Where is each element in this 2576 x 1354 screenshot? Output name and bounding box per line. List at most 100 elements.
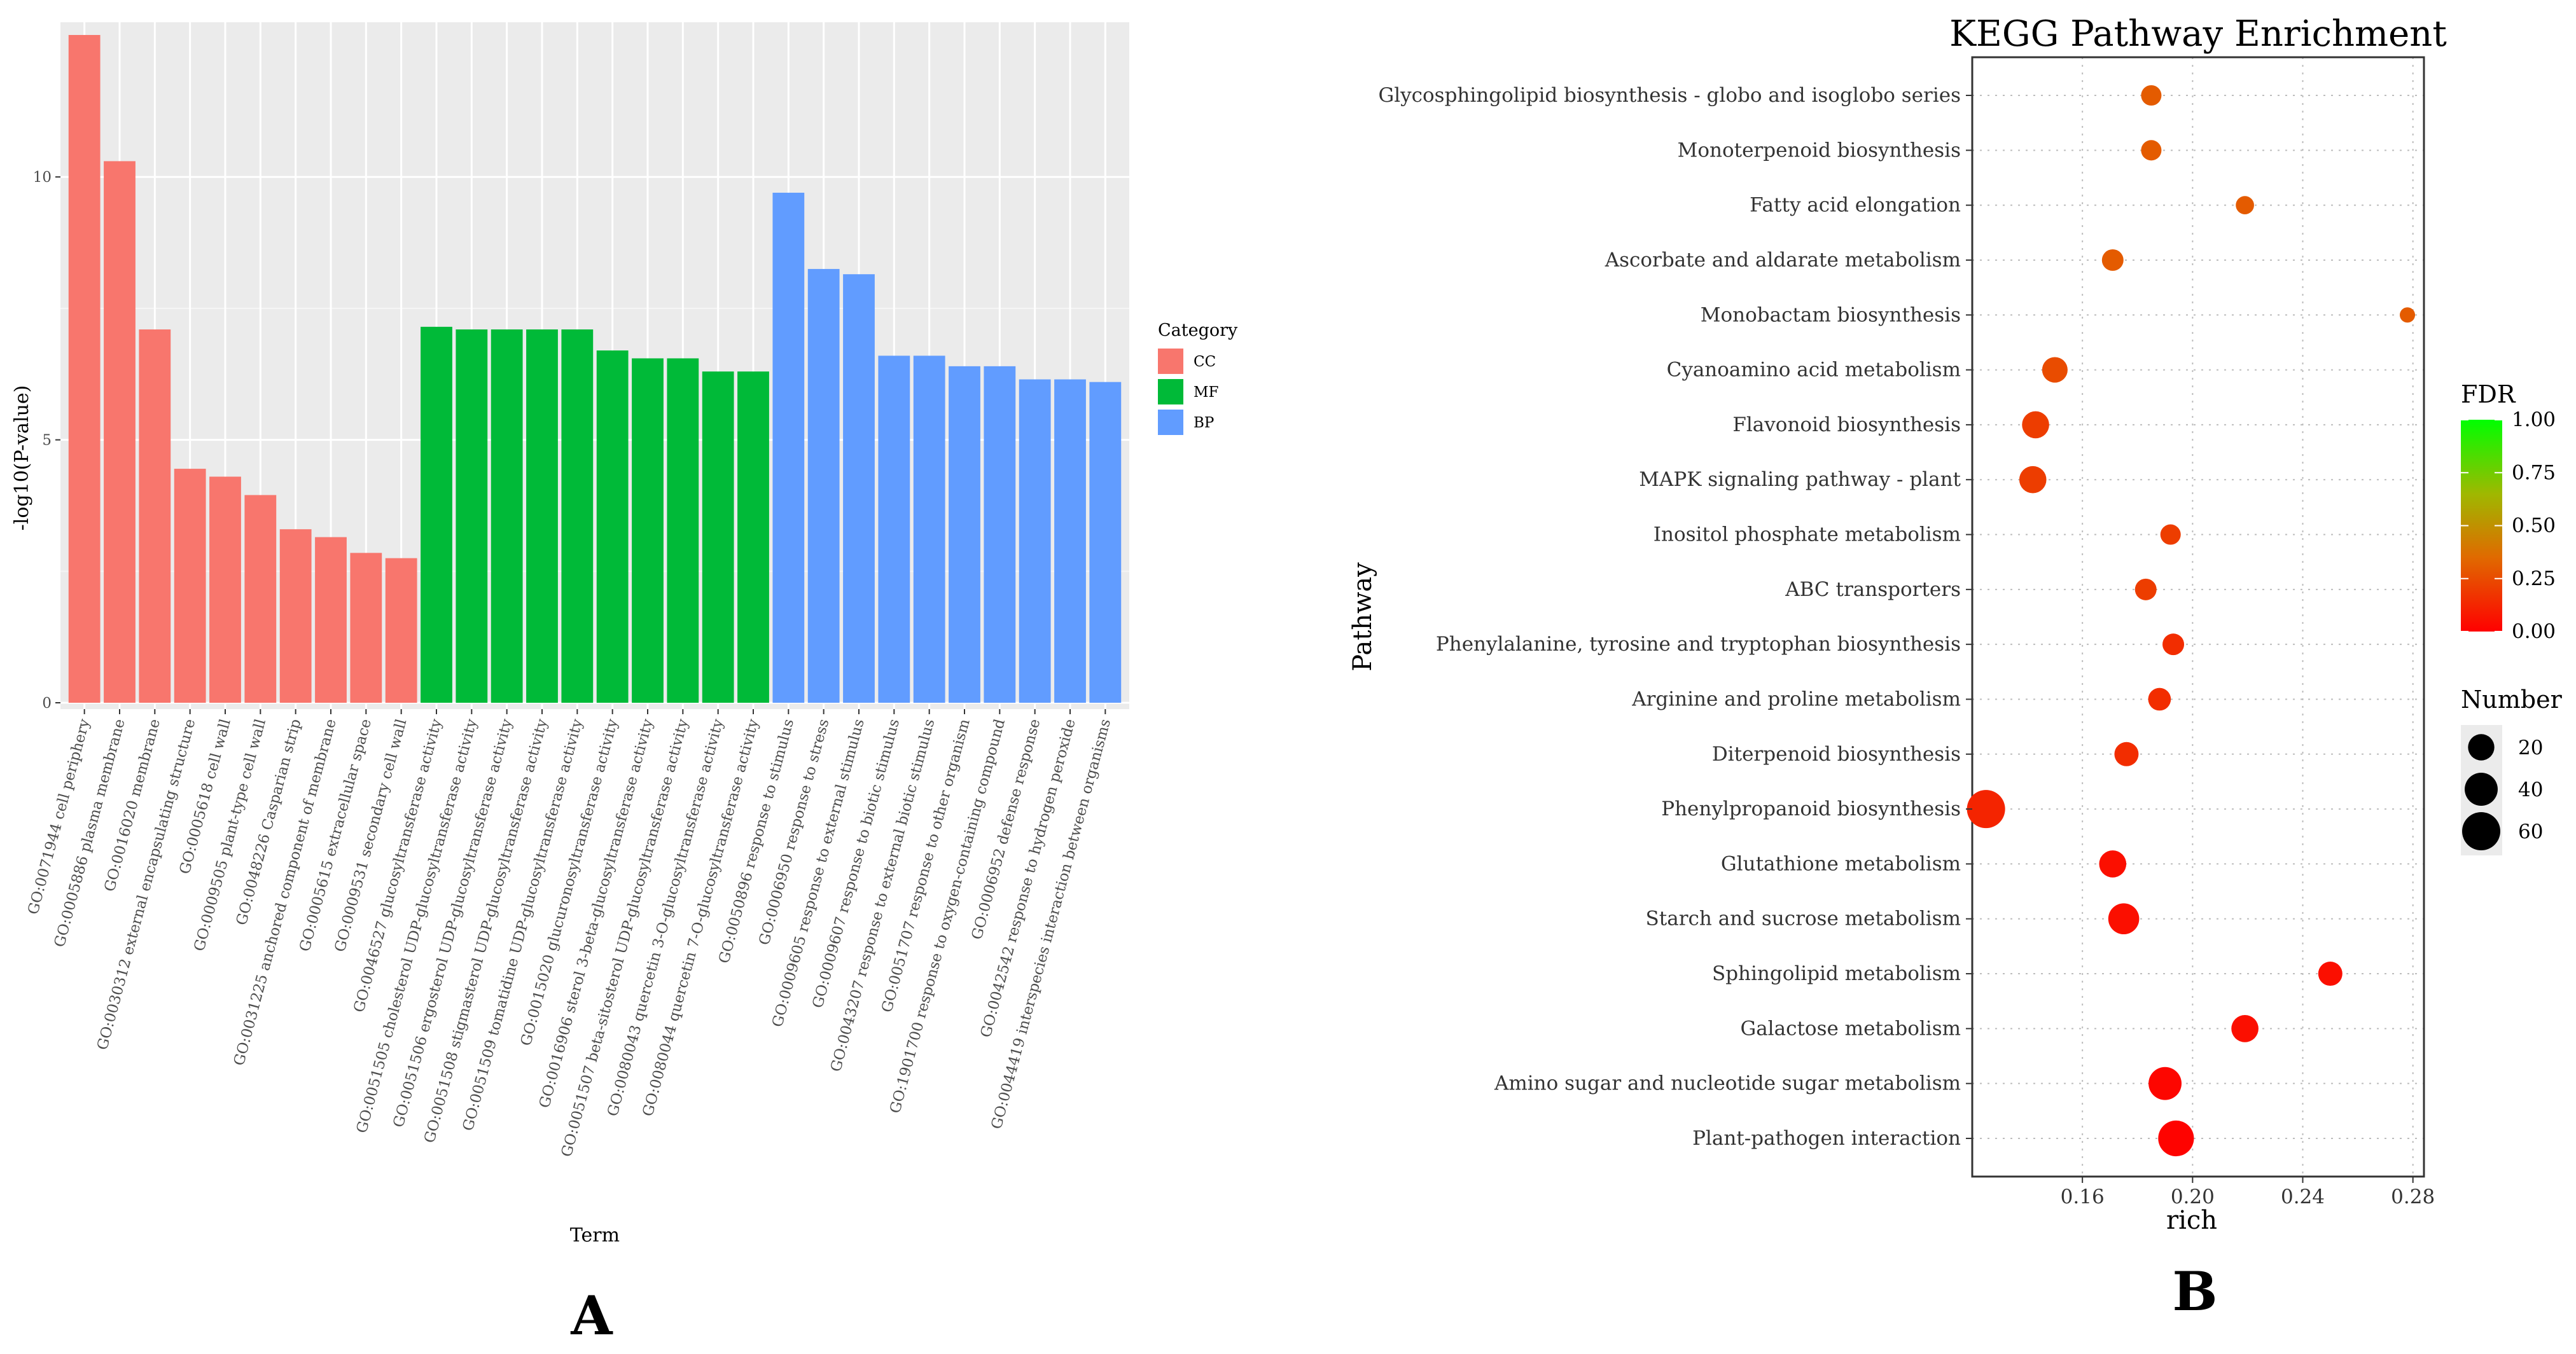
bar-mf xyxy=(667,358,699,703)
kegg-pathway-label: ABC transporters xyxy=(1785,578,1961,601)
kegg-dot xyxy=(2231,1015,2259,1042)
kegg-dot xyxy=(2400,307,2416,323)
kegg-size-legend-label: 40 xyxy=(2518,778,2543,801)
kegg-x-tick-label: 0.24 xyxy=(2281,1185,2325,1208)
kegg-number-legend: Number 20 40 60 xyxy=(2461,686,2563,855)
bar-mf xyxy=(491,329,523,703)
bar-bp xyxy=(878,356,910,703)
kegg-plot-frame xyxy=(1971,56,2425,1178)
bar-chart-y-axis-title: -log10(P-value) xyxy=(11,385,33,531)
kegg-dot xyxy=(2108,903,2140,935)
y-tick-label: 10 xyxy=(33,169,52,186)
kegg-size-legend-dot xyxy=(2468,734,2495,761)
kegg-dot xyxy=(2141,140,2162,161)
bar-bp xyxy=(913,356,945,703)
kegg-dot xyxy=(2134,578,2157,600)
bar-chart-y-ticks: 0 5 10 xyxy=(33,169,60,712)
kegg-pathway-label: Phenylpropanoid biosynthesis xyxy=(1661,798,1961,820)
kegg-dot xyxy=(2114,742,2139,766)
kegg-pathway-label: Plant-pathogen interaction xyxy=(1692,1127,1961,1150)
bar-cc xyxy=(385,558,417,703)
bar-bp xyxy=(949,366,980,703)
kegg-dot xyxy=(2236,196,2254,214)
y-tick-label: 0 xyxy=(42,695,52,712)
kegg-pathway-label: Diterpenoid biosynthesis xyxy=(1712,743,1961,766)
kegg-size-legend-label: 60 xyxy=(2518,820,2543,843)
kegg-fdr-legend-title: FDR xyxy=(2461,380,2516,408)
x-tick-label: GO:0048226 Casparian strip xyxy=(233,717,305,927)
bar-chart-x-axis-title: Term xyxy=(570,1224,620,1247)
bar-cc xyxy=(209,476,241,703)
kegg-dot xyxy=(2148,687,2171,711)
kegg-dot xyxy=(2162,633,2185,656)
kegg-x-ticks: 0.16 0.20 0.24 0.28 xyxy=(2061,1177,2435,1208)
bar-mf xyxy=(702,371,734,703)
kegg-y-axis-title: Pathway xyxy=(1348,562,1377,672)
legend-label-bp: BP xyxy=(1194,415,1214,431)
bar-mf xyxy=(596,350,629,703)
kegg-dot xyxy=(2101,249,2124,271)
legend-label-mf: MF xyxy=(1194,384,1219,401)
kegg-pathway-label: Ascorbate and aldarate metabolism xyxy=(1605,249,1961,272)
bar-bp xyxy=(772,193,805,703)
kegg-pathway-label: Arginine and proline metabolism xyxy=(1631,687,1961,710)
kegg-fdr-tick-label: 1.00 xyxy=(2512,408,2556,431)
bar-bp xyxy=(984,366,1016,703)
kegg-pathway-label: Glutathione metabolism xyxy=(1721,852,1961,875)
kegg-dot xyxy=(2158,1120,2194,1157)
bar-mf xyxy=(632,358,664,703)
kegg-dot xyxy=(2022,411,2049,439)
bar-bp xyxy=(1019,379,1051,703)
bar-mf xyxy=(561,329,594,703)
y-tick-label: 5 xyxy=(42,432,52,449)
kegg-size-legend-label: 20 xyxy=(2518,736,2543,759)
bar-bp xyxy=(843,274,875,703)
bar-mf xyxy=(456,329,488,703)
bar-cc xyxy=(68,35,101,703)
panel-label-a: A xyxy=(570,1284,613,1347)
kegg-chart-title: KEGG Pathway Enrichment xyxy=(1949,13,2447,55)
kegg-pathway-label: Galactose metabolism xyxy=(1740,1017,1961,1040)
kegg-number-legend-title: Number xyxy=(2461,686,2563,714)
bar-mf xyxy=(526,329,558,703)
kegg-fdr-legend: FDR 1.00 0.75 0.50 0.25 0.00 xyxy=(2461,380,2556,643)
legend-label-cc: CC xyxy=(1194,354,1216,370)
bar-bp xyxy=(807,268,840,703)
kegg-fdr-tick-label: 0.75 xyxy=(2512,461,2556,484)
kegg-pathway-dot-plot: KEGG Pathway Enrichment Glycosphingolipi… xyxy=(1348,13,2563,1323)
legend-swatch-cc xyxy=(1158,349,1183,374)
bar-bp xyxy=(1054,379,1086,703)
kegg-fdr-tick-label: 0.50 xyxy=(2512,515,2556,537)
kegg-dot xyxy=(1967,790,2005,829)
kegg-pathway-label: Fatty acid elongation xyxy=(1750,194,1961,217)
kegg-x-axis-title: rich xyxy=(2166,1206,2217,1235)
bar-cc xyxy=(279,529,312,703)
bar-cc xyxy=(174,469,206,703)
kegg-size-legend-dot xyxy=(2465,773,2498,806)
kegg-size-legend-dot xyxy=(2462,812,2500,850)
kegg-pathway-label: Inositol phosphate metabolism xyxy=(1654,523,1961,546)
bar-cc xyxy=(350,553,382,703)
kegg-pathway-label: Phenylalanine, tyrosine and tryptophan b… xyxy=(1436,633,1961,656)
kegg-pathway-label: Sphingolipid metabolism xyxy=(1712,962,1961,985)
kegg-fdr-tick-label: 0.00 xyxy=(2512,620,2556,643)
kegg-x-tick-label: 0.16 xyxy=(2061,1185,2105,1208)
kegg-pathway-labels: Glycosphingolipid biosynthesis - globo a… xyxy=(1378,84,1972,1150)
bar-cc xyxy=(244,495,277,703)
bar-chart-legend-title: Category xyxy=(1158,321,1238,340)
kegg-pathway-label: Starch and sucrose metabolism xyxy=(1646,908,1961,930)
kegg-fdr-tick-label: 0.25 xyxy=(2512,567,2556,590)
kegg-pathway-label: Monobactam biosynthesis xyxy=(1701,303,1961,326)
bar-mf xyxy=(421,326,452,703)
kegg-pathway-label: Monoterpenoid biosynthesis xyxy=(1678,139,1961,162)
bar-chart-bars xyxy=(68,35,1122,703)
kegg-gridlines xyxy=(1972,57,2424,1177)
kegg-dots xyxy=(1967,85,2416,1157)
bar-cc xyxy=(315,537,347,703)
bar-cc xyxy=(104,161,136,703)
kegg-pathway-label: Cyanoamino acid metabolism xyxy=(1667,359,1961,382)
go-enrichment-bar-chart: 0 5 10 GO:0071944 cell peripheryGO:0005886… xyxy=(11,22,1238,1347)
kegg-dot xyxy=(2042,357,2068,383)
